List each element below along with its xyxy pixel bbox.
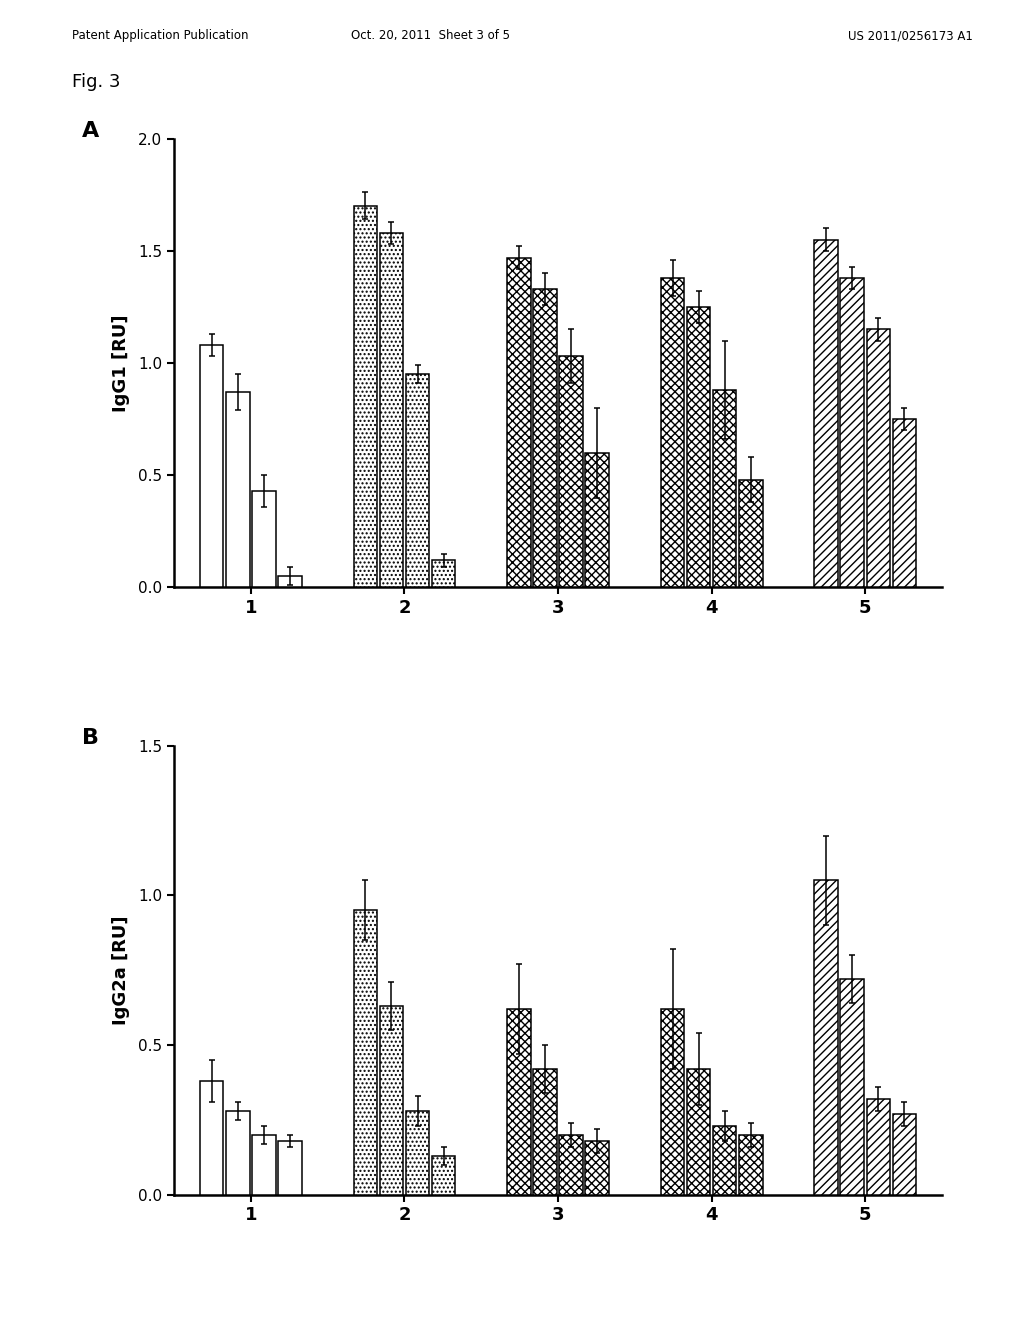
Y-axis label: IgG1 [RU]: IgG1 [RU]	[112, 314, 130, 412]
Bar	[507, 257, 530, 587]
Bar	[660, 277, 684, 587]
Bar	[406, 1111, 429, 1195]
Bar	[353, 206, 377, 587]
Bar	[432, 561, 456, 587]
Bar	[279, 576, 302, 587]
Bar	[406, 375, 429, 587]
Bar	[534, 289, 557, 587]
Bar	[200, 1081, 223, 1195]
Bar	[200, 345, 223, 587]
Text: Fig. 3: Fig. 3	[72, 73, 120, 91]
Bar	[841, 979, 864, 1195]
Text: Patent Application Publication: Patent Application Publication	[72, 29, 248, 42]
Bar	[534, 1069, 557, 1195]
Bar	[380, 1006, 403, 1195]
Bar	[739, 479, 763, 587]
Bar	[841, 277, 864, 587]
Bar	[866, 329, 890, 587]
Bar	[353, 911, 377, 1195]
Bar	[739, 1135, 763, 1195]
Bar	[559, 1135, 583, 1195]
Bar	[432, 1156, 456, 1195]
Bar	[252, 1135, 275, 1195]
Bar	[893, 418, 916, 587]
Bar	[586, 1140, 609, 1195]
Bar	[507, 1008, 530, 1195]
Bar	[713, 1126, 736, 1195]
Text: Oct. 20, 2011  Sheet 3 of 5: Oct. 20, 2011 Sheet 3 of 5	[350, 29, 510, 42]
Bar	[866, 1098, 890, 1195]
Text: B: B	[82, 727, 99, 748]
Bar	[687, 306, 711, 587]
Bar	[814, 880, 838, 1195]
Bar	[226, 1111, 250, 1195]
Y-axis label: IgG2a [RU]: IgG2a [RU]	[112, 916, 130, 1024]
Bar	[893, 1114, 916, 1195]
Text: US 2011/0256173 A1: US 2011/0256173 A1	[848, 29, 973, 42]
Bar	[660, 1008, 684, 1195]
Bar	[279, 1140, 302, 1195]
Bar	[713, 389, 736, 587]
Text: A: A	[82, 120, 99, 141]
Bar	[687, 1069, 711, 1195]
Bar	[586, 453, 609, 587]
Bar	[380, 232, 403, 587]
Bar	[814, 240, 838, 587]
Bar	[252, 491, 275, 587]
Bar	[226, 392, 250, 587]
Bar	[559, 356, 583, 587]
